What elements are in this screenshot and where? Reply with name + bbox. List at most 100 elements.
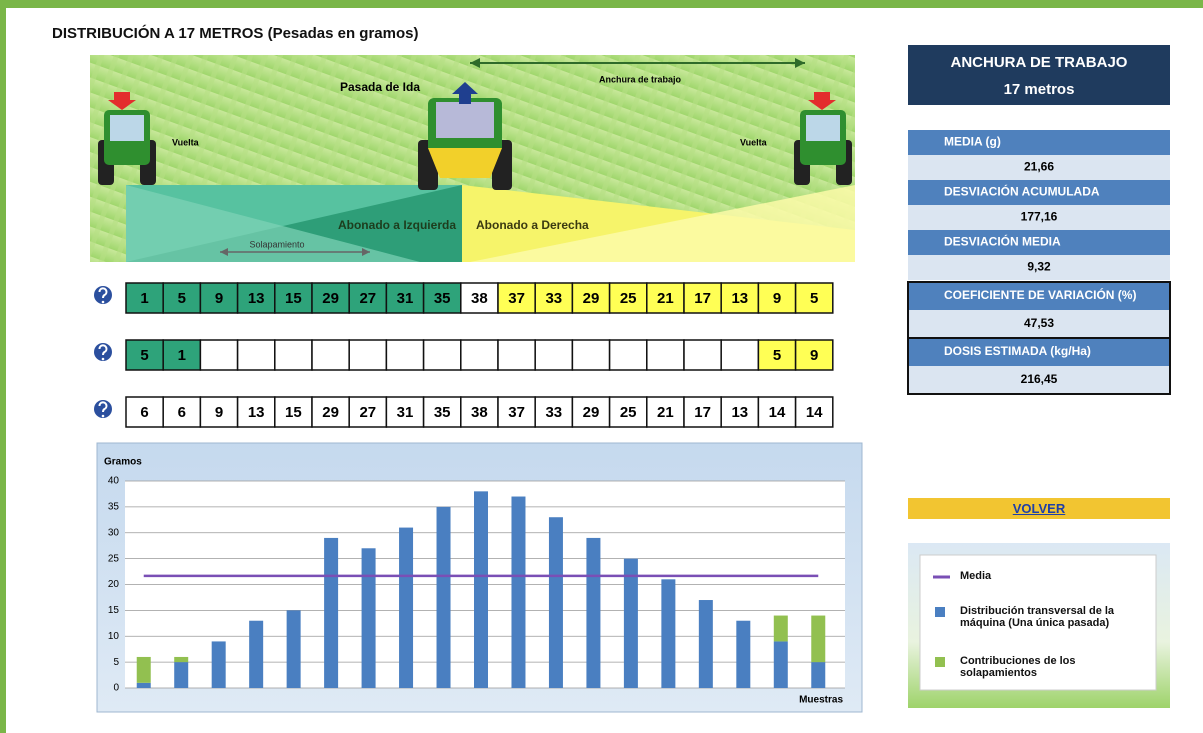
cell-value: 5 — [140, 347, 148, 364]
cell-value: 33 — [545, 290, 562, 307]
cell-value: 33 — [545, 404, 562, 421]
cell-value: 9 — [773, 290, 781, 307]
table-cell — [683, 339, 722, 371]
stat-value: 177,16 — [1021, 210, 1058, 224]
table-cell — [348, 396, 388, 428]
table-cell — [311, 396, 350, 428]
table-cell — [274, 339, 313, 371]
table-cell — [497, 396, 536, 428]
table-cell — [794, 339, 834, 371]
help-icon[interactable] — [94, 400, 112, 418]
y-tick-label: 0 — [113, 683, 119, 694]
help-icon[interactable] — [94, 286, 112, 304]
y-tick-label: 5 — [113, 657, 119, 668]
volver-button[interactable]: VOLVER — [908, 498, 1170, 519]
legend-label: Contribuciones de los solapamientos — [960, 655, 1076, 679]
table-cell — [348, 282, 388, 314]
cell-value: 17 — [694, 404, 711, 421]
table-cell — [199, 282, 239, 314]
illustration-label: Vuelta — [172, 137, 200, 147]
frame-top — [0, 0, 1203, 8]
x-axis-label: Muestras — [799, 695, 843, 706]
table-cell — [460, 282, 499, 314]
cell-value: 35 — [434, 404, 451, 421]
cell-value: 6 — [178, 404, 186, 421]
table-cell — [125, 396, 164, 428]
table-cell — [385, 282, 425, 314]
stat-value-bg — [908, 310, 1170, 338]
bar — [811, 615, 826, 663]
table-cell — [534, 282, 574, 314]
illustration-label: Abonado a Izquierda — [338, 218, 456, 232]
cell-value: 21 — [657, 404, 674, 421]
stat-label: COEFICIENTE DE VARIACIÓN (%) — [944, 287, 1136, 302]
stat-label-bg — [908, 230, 1170, 255]
table-cell — [608, 282, 648, 314]
bar — [136, 656, 151, 683]
table-cell — [757, 396, 797, 428]
stat-label-bg — [908, 338, 1170, 366]
bar — [399, 527, 414, 688]
y-axis-label: Gramos — [104, 457, 142, 468]
cell-value: 25 — [620, 290, 637, 307]
stat-value-bg — [908, 155, 1170, 180]
table-cell — [794, 396, 834, 428]
legend-label: Media — [960, 570, 992, 582]
summary-header — [908, 45, 1170, 105]
cell-value: 9 — [215, 404, 223, 421]
bar — [474, 491, 488, 688]
table-cell — [571, 282, 611, 314]
bar — [211, 641, 226, 688]
table-cell — [646, 339, 685, 371]
page-title: DISTRIBUCIÓN A 17 METROS (Pesadas en gra… — [52, 24, 418, 42]
frame-left — [0, 0, 6, 733]
bar — [286, 610, 301, 688]
bar — [136, 682, 151, 688]
cell-value: 6 — [140, 404, 148, 421]
y-tick-label: 15 — [108, 605, 120, 616]
table-cell — [497, 282, 536, 314]
table-cell — [311, 339, 350, 371]
table-cell — [162, 282, 202, 314]
cell-value: 37 — [508, 404, 525, 421]
stat-value: 9,32 — [1027, 260, 1051, 274]
bar — [324, 537, 339, 688]
table-cell — [125, 339, 164, 371]
cell-value: 27 — [359, 404, 376, 421]
stat-value: 21,66 — [1024, 160, 1054, 174]
cell-value: 14 — [769, 404, 786, 421]
table-cell — [534, 396, 574, 428]
help-icon[interactable] — [94, 343, 112, 361]
cell-value: 1 — [140, 290, 148, 307]
table-cell — [385, 396, 425, 428]
cell-value: 37 — [508, 290, 525, 307]
illustration-label: Anchura de trabajo — [599, 74, 682, 84]
bar — [623, 558, 638, 688]
stat-label-bg — [908, 130, 1170, 155]
bar — [174, 662, 189, 688]
cell-value: 13 — [248, 290, 265, 307]
stat-label: DESVIACIÓN MEDIA — [944, 234, 1061, 249]
stat-label: DOSIS ESTIMADA (kg/Ha) — [944, 344, 1091, 358]
table-cell — [608, 396, 648, 428]
table-cell — [422, 339, 462, 371]
y-tick-label: 35 — [108, 502, 120, 513]
table-cell — [460, 339, 499, 371]
table-cell — [385, 339, 425, 371]
cell-value: 9 — [215, 290, 223, 307]
legend-label: Distribución transversal de la máquina (… — [960, 605, 1115, 629]
stat-label-bg — [908, 180, 1170, 205]
cell-value: 35 — [434, 290, 451, 307]
stat-value-bg — [908, 205, 1170, 230]
table-cell — [162, 396, 202, 428]
cell-value: 5 — [810, 290, 818, 307]
stat-value-bg — [908, 366, 1170, 394]
stat-value-bg — [908, 255, 1170, 280]
table-cell — [757, 339, 797, 371]
illustration — [90, 55, 855, 262]
y-tick-label: 10 — [108, 631, 120, 642]
cell-value: 27 — [359, 290, 376, 307]
table-cell — [199, 339, 239, 371]
y-tick-label: 40 — [108, 476, 120, 487]
